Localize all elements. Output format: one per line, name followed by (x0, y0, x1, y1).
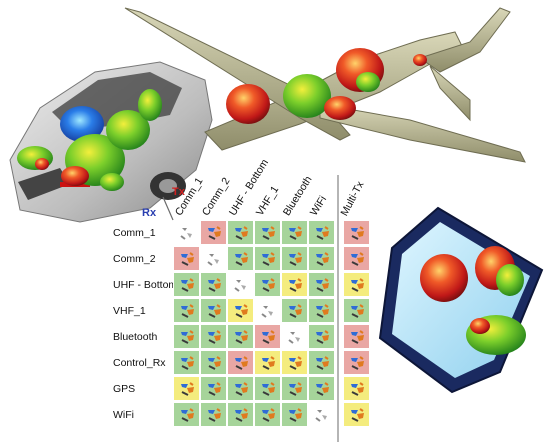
matrix-cell[interactable] (227, 220, 254, 245)
matrix-cell[interactable] (308, 376, 335, 401)
matrix-cell[interactable] (254, 220, 281, 245)
matrix-cell[interactable] (200, 272, 227, 297)
multi-tx-cell[interactable] (343, 298, 370, 323)
rx-row-label: GPS (113, 383, 136, 395)
matrix-cell[interactable] (254, 272, 281, 297)
multi-tx-cell[interactable] (343, 324, 370, 349)
matrix-cell[interactable] (308, 298, 335, 323)
matrix-cell[interactable] (308, 220, 335, 245)
multi-tx-cell[interactable] (343, 246, 370, 271)
smartphone-illustration (378, 206, 544, 394)
matrix-diagonal-cell[interactable] (308, 402, 335, 427)
tx-axis-title: Tx (172, 186, 185, 198)
matrix-cell[interactable] (227, 324, 254, 349)
car-illustration (9, 61, 213, 223)
matrix-cell[interactable] (173, 402, 200, 427)
matrix-cell[interactable] (200, 220, 227, 245)
matrix-cell[interactable] (173, 350, 200, 375)
matrix-cell[interactable] (281, 402, 308, 427)
matrix-cell[interactable] (227, 246, 254, 271)
matrix-diagonal-cell[interactable] (200, 246, 227, 271)
matrix-header-divider (162, 196, 174, 221)
matrix-diagonal-cell[interactable] (254, 298, 281, 323)
matrix-cell[interactable] (281, 298, 308, 323)
matrix-cell[interactable] (281, 246, 308, 271)
matrix-cell[interactable] (227, 298, 254, 323)
matrix-cell[interactable] (281, 376, 308, 401)
matrix-cell[interactable] (308, 246, 335, 271)
matrix-cell[interactable] (227, 376, 254, 401)
matrix-cell[interactable] (173, 246, 200, 271)
matrix-cell[interactable] (308, 272, 335, 297)
rx-row-label: Control_Rx (113, 357, 166, 369)
multi-tx-cell[interactable] (343, 402, 370, 427)
rx-row-label: Comm_1 (113, 227, 156, 239)
matrix-cell[interactable] (308, 324, 335, 349)
matrix-cell[interactable] (254, 324, 281, 349)
multi-tx-cell[interactable] (343, 272, 370, 297)
matrix-cell[interactable] (281, 220, 308, 245)
matrix-cell[interactable] (227, 402, 254, 427)
matrix-cell[interactable] (173, 376, 200, 401)
matrix-cell[interactable] (254, 376, 281, 401)
multi-tx-cell[interactable] (343, 220, 370, 245)
matrix-cell[interactable] (200, 376, 227, 401)
rx-row-label: Bluetooth (113, 331, 158, 343)
matrix-cell[interactable] (173, 324, 200, 349)
matrix-cell[interactable] (254, 402, 281, 427)
matrix-diagonal-cell[interactable] (173, 220, 200, 245)
matrix-cell[interactable] (227, 350, 254, 375)
matrix-cell[interactable] (200, 402, 227, 427)
matrix-cell[interactable] (254, 350, 281, 375)
matrix-diagonal-cell[interactable] (227, 272, 254, 297)
rx-row-label: VHF_1 (113, 305, 146, 317)
matrix-cell[interactable] (281, 350, 308, 375)
matrix-cell[interactable] (173, 272, 200, 297)
rx-row-label: WiFi (113, 409, 134, 421)
rx-row-label: UHF - Bottom (113, 279, 178, 291)
matrix-cell[interactable] (173, 298, 200, 323)
matrix-cell[interactable] (200, 350, 227, 375)
uav-illustration (124, 7, 526, 163)
matrix-cell[interactable] (254, 246, 281, 271)
rx-axis-title: Rx (142, 207, 157, 219)
matrix-diagonal-cell[interactable] (281, 324, 308, 349)
matrix-cell[interactable] (281, 272, 308, 297)
rx-row-label: Comm_2 (113, 253, 156, 265)
matrix-cell[interactable] (200, 298, 227, 323)
matrix-cell[interactable] (200, 324, 227, 349)
matrix-cell[interactable] (308, 350, 335, 375)
multi-tx-cell[interactable] (343, 350, 370, 375)
multi-tx-cell[interactable] (343, 376, 370, 401)
